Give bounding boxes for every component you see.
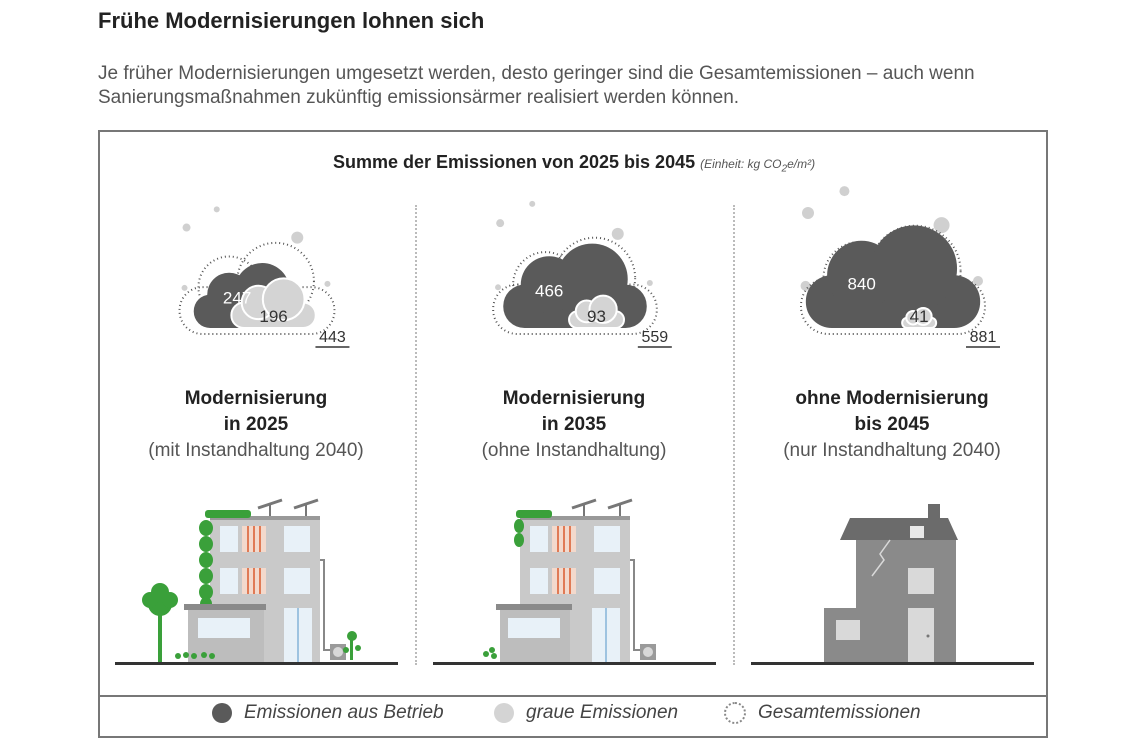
unit-suffix: e/m²) xyxy=(787,157,816,171)
value-label-operation: 466 xyxy=(535,281,563,300)
emission-speck xyxy=(213,206,220,213)
value-label-grey: 196 xyxy=(259,307,287,326)
category-label-1: Modernisierung in 2025 (mit Instandhaltu… xyxy=(106,386,406,464)
emission-speck xyxy=(182,223,191,232)
cloud-total-outline-part xyxy=(178,286,336,335)
category-label-2: Modernisierung in 2035 (ohne Instandhalt… xyxy=(424,386,724,464)
chart-frame xyxy=(98,130,1048,738)
dotted-circle-icon xyxy=(724,702,746,724)
cloud-grey xyxy=(901,306,938,329)
cloud-operation xyxy=(503,243,647,328)
old-house-icon xyxy=(824,504,958,662)
ground-line xyxy=(433,662,716,665)
legend-item-grey: graue Emissionen xyxy=(494,702,678,724)
emission-speck xyxy=(529,200,536,207)
value-label-total: 881 xyxy=(970,329,997,346)
emission-speck xyxy=(646,280,653,287)
chart-unit: (Einheit: kg CO2e/m²) xyxy=(700,157,816,175)
light-circle-icon xyxy=(494,703,514,723)
emission-speck xyxy=(933,217,950,234)
modernized-building-icon xyxy=(483,498,656,662)
chart-title-text: Summe der Emissionen von 2025 bis 2045 xyxy=(332,152,696,172)
emission-speck xyxy=(839,186,850,197)
page-subtitle: Je früher Modernisierungen umgesetzt wer… xyxy=(98,63,975,108)
cloud-total-outline-part xyxy=(868,224,962,318)
ground-line xyxy=(751,662,1034,665)
unit-sub: 2 xyxy=(781,163,788,175)
cloud-grey xyxy=(230,277,317,330)
value-label-grey: 93 xyxy=(587,307,606,326)
category-3-line2: bis 2045 xyxy=(854,414,930,435)
emission-speck xyxy=(802,207,814,219)
legend: Emissionen aus Betrieb graue Emissionen … xyxy=(98,702,1048,732)
unit-prefix: (Einheit: kg CO xyxy=(700,157,782,171)
emission-speck xyxy=(973,276,983,286)
panel-divider xyxy=(733,205,735,665)
emission-speck xyxy=(611,227,624,240)
modernized-building-green-roof-icon xyxy=(142,498,361,662)
legend-item-operation: Emissionen aus Betrieb xyxy=(212,702,444,724)
page-title: Frühe Modernisierungen lohnen sich xyxy=(98,8,485,33)
legend-label-total: Gesamtemissionen xyxy=(758,702,921,723)
panel-divider xyxy=(415,205,417,665)
legend-item-total: Gesamtemissionen xyxy=(724,702,921,724)
category-3-line3: (nur Instandhaltung 2040) xyxy=(783,440,1001,461)
cloud-total-outline-part xyxy=(553,236,637,320)
emission-speck xyxy=(496,219,505,228)
value-label-total: 559 xyxy=(641,329,668,346)
category-2-line1: Modernisierung xyxy=(502,388,646,409)
category-3-line1: ohne Modernisierung xyxy=(795,388,989,409)
cloud-operation xyxy=(805,225,981,328)
value-label-grey: 41 xyxy=(910,307,929,326)
cloud-grey xyxy=(568,294,625,329)
value-label-operation: 840 xyxy=(847,275,875,294)
cloud-grey-part xyxy=(913,306,933,326)
legend-label-grey: graue Emissionen xyxy=(526,702,679,723)
category-1-line1: Modernisierung xyxy=(184,388,328,409)
value-label-operation: 247 xyxy=(223,289,251,308)
cloud-grey-part xyxy=(588,294,618,324)
cloud-grey-part xyxy=(261,277,306,322)
chart-title: Summe der Emissionen von 2025 bis 2045 (… xyxy=(0,152,1148,174)
dark-circle-icon xyxy=(212,703,232,723)
emission-speck xyxy=(495,284,502,291)
emission-speck xyxy=(324,280,331,287)
value-label-total: 443 xyxy=(319,329,346,346)
legend-separator xyxy=(98,695,1048,697)
category-1-line3: (mit Instandhaltung 2040) xyxy=(148,440,364,461)
legend-label-operation: Emissionen aus Betrieb xyxy=(244,702,444,723)
emission-speck xyxy=(181,284,188,291)
category-2-line3: (ohne Instandhaltung) xyxy=(481,440,667,461)
category-1-line2: in 2025 xyxy=(223,414,289,435)
cloud-operation-part xyxy=(870,225,958,312)
emission-speck xyxy=(291,231,304,244)
category-label-3: ohne Modernisierung bis 2045 (nur Instan… xyxy=(742,386,1042,464)
category-2-line2: in 2035 xyxy=(541,414,607,435)
ground-line xyxy=(115,662,398,665)
